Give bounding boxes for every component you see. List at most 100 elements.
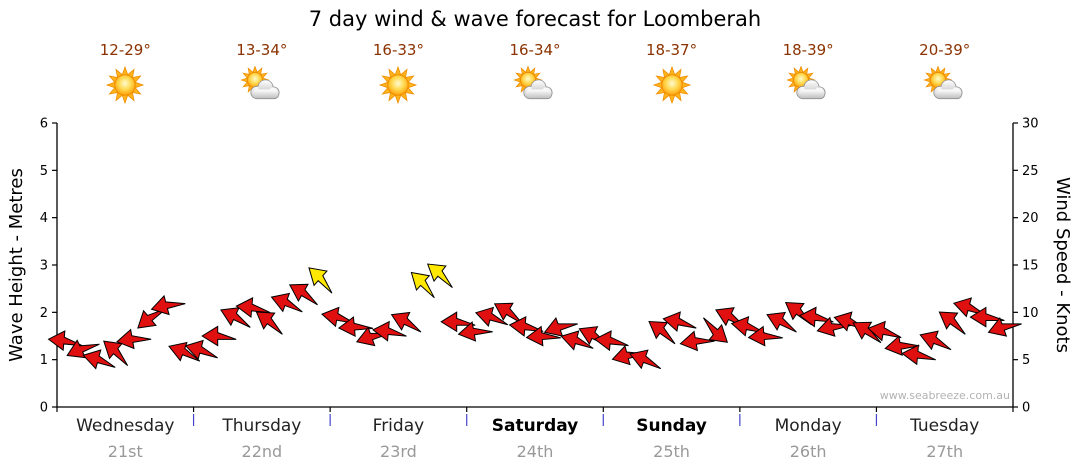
wind-arrow [611,345,647,366]
wind-arrow [508,315,544,337]
wind-arrow [137,308,167,329]
wave-tick-label: 5 [40,164,48,179]
day-temperature: 13-34° [236,41,288,59]
wind-arrow [730,315,765,337]
wind-arrow [66,339,100,359]
cloud-part [799,89,825,99]
wind-tick-label: 10 [1022,306,1039,321]
wind-arrow [679,330,715,352]
wind-arrow [901,344,936,366]
sun-icon [106,65,145,105]
sun-disc [387,74,410,96]
wind-arrow [103,340,129,367]
wind-arrow [457,321,493,342]
day-date: 23rd [380,442,417,461]
wind-arrow [493,302,523,325]
wind-arrow [952,297,987,318]
sun-cloud-icon [240,65,280,100]
wind-arrow [662,311,697,332]
wind-arrow [969,306,1005,328]
cloud-part [526,89,552,99]
day-name: Saturday [491,416,579,436]
wind-arrow [116,328,152,350]
wind-arrow [474,306,509,327]
day-date: 26th [789,442,827,461]
cloud-part [935,89,962,99]
sun-icon [379,65,418,105]
wind-arrow [220,307,251,328]
wave-tick-label: 3 [40,259,48,274]
wind-arrow [201,325,237,347]
wind-arrow [270,292,303,313]
wind-arrow [648,321,676,345]
wind-arrow [355,326,391,347]
wind-arrow [798,306,834,328]
wind-tick-label: 5 [1022,353,1030,368]
sun-icon [652,65,691,105]
wind-arrow [629,349,662,370]
sun-cloud-icon [923,65,963,100]
day-name: Thursday [222,416,302,436]
day-temperature: 12-29° [99,41,151,59]
wind-arrow [235,297,271,318]
wind-tick-label: 0 [1022,401,1030,416]
wind-arrow [47,330,83,352]
wind-arrow [426,263,453,289]
wind-arrow [852,321,882,344]
wave-tick-label: 0 [40,401,48,416]
day-temperature: 16-34° [509,41,561,59]
day-date: 21st [107,442,143,461]
wave-tick-label: 6 [40,117,48,132]
cloud-part [252,89,279,99]
wind-arrow [987,316,1022,337]
wind-arrow [703,317,729,343]
weather-icon-wrap [513,65,557,104]
wave-tick-label: 2 [40,306,48,321]
wave-axis-title: Wave Height - Metres [6,168,27,362]
wind-arrow [82,349,116,370]
day-name: Monday [774,416,842,436]
wave-tick-label: 4 [40,211,48,226]
wind-arrow [184,339,218,361]
sun-disc [114,74,136,96]
wind-arrow [593,330,629,352]
wind-arrow [410,271,435,299]
wind-tick-label: 25 [1022,164,1039,179]
day-date: 24th [516,442,554,461]
wind-arrow [372,320,407,342]
day-temperature: 20-39° [919,41,971,59]
day-temperature: 18-39° [782,41,834,59]
day-temperature: 16-33° [372,41,424,59]
weather-icon-wrap [240,65,284,104]
wind-arrow [766,311,797,333]
wind-tick-label: 20 [1022,211,1039,226]
wind-arrow [884,335,920,357]
weather-icon-wrap [103,65,147,105]
wind-arrow [816,316,852,337]
sun-disc [660,74,683,96]
chart-title: 7 day wind & wave forecast for Loomberah [308,7,762,31]
day-date: 27th [926,442,964,461]
wind-arrow [168,341,201,362]
wind-arrow [560,330,594,351]
wind-arrow [919,330,952,351]
day-date: 25th [653,442,690,461]
wind-arrow [938,311,966,335]
watermark-text: www.seabreeze.com.au [879,389,1010,402]
sun-cloud-icon [786,65,826,100]
wind-tick-label: 15 [1022,259,1039,274]
wind-arrow [390,311,422,333]
wind-arrow [543,316,578,337]
wind-arrow [525,325,561,347]
day-name: Sunday [636,416,707,436]
weather-icon-wrap [923,65,967,104]
day-temperature: 18-37° [646,41,698,59]
day-date: 22nd [241,442,283,461]
weather-icon-wrap [376,65,420,105]
wind-arrow [308,267,333,294]
day-name: Friday [372,416,425,436]
sun-cloud-icon [513,65,553,100]
wind-arrow [440,311,476,333]
